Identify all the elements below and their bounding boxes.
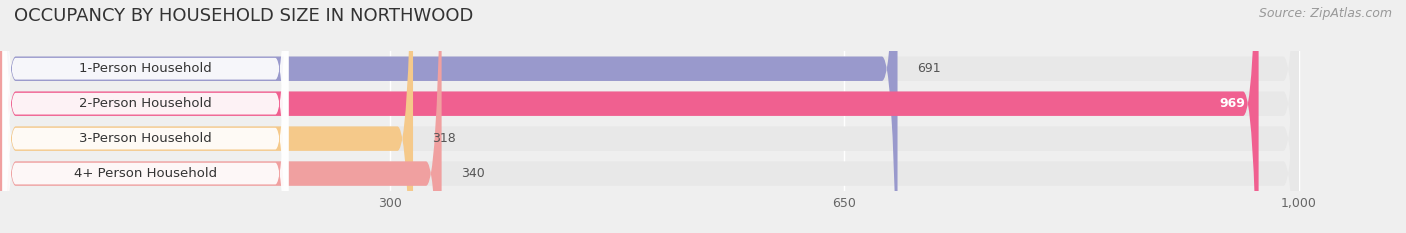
FancyBboxPatch shape bbox=[0, 0, 1299, 233]
FancyBboxPatch shape bbox=[0, 0, 897, 233]
Text: 969: 969 bbox=[1220, 97, 1246, 110]
FancyBboxPatch shape bbox=[0, 0, 1258, 233]
FancyBboxPatch shape bbox=[0, 0, 413, 233]
Text: 3-Person Household: 3-Person Household bbox=[79, 132, 212, 145]
Text: 318: 318 bbox=[433, 132, 457, 145]
FancyBboxPatch shape bbox=[3, 0, 288, 233]
FancyBboxPatch shape bbox=[3, 0, 288, 233]
Text: OCCUPANCY BY HOUSEHOLD SIZE IN NORTHWOOD: OCCUPANCY BY HOUSEHOLD SIZE IN NORTHWOOD bbox=[14, 7, 474, 25]
Text: 340: 340 bbox=[461, 167, 485, 180]
Text: 691: 691 bbox=[917, 62, 941, 75]
Text: 4+ Person Household: 4+ Person Household bbox=[75, 167, 217, 180]
Text: 2-Person Household: 2-Person Household bbox=[79, 97, 212, 110]
FancyBboxPatch shape bbox=[0, 0, 1299, 233]
Text: 1-Person Household: 1-Person Household bbox=[79, 62, 212, 75]
FancyBboxPatch shape bbox=[3, 0, 288, 233]
FancyBboxPatch shape bbox=[0, 0, 1299, 233]
FancyBboxPatch shape bbox=[0, 0, 441, 233]
Text: Source: ZipAtlas.com: Source: ZipAtlas.com bbox=[1258, 7, 1392, 20]
FancyBboxPatch shape bbox=[0, 0, 1299, 233]
FancyBboxPatch shape bbox=[3, 0, 288, 233]
